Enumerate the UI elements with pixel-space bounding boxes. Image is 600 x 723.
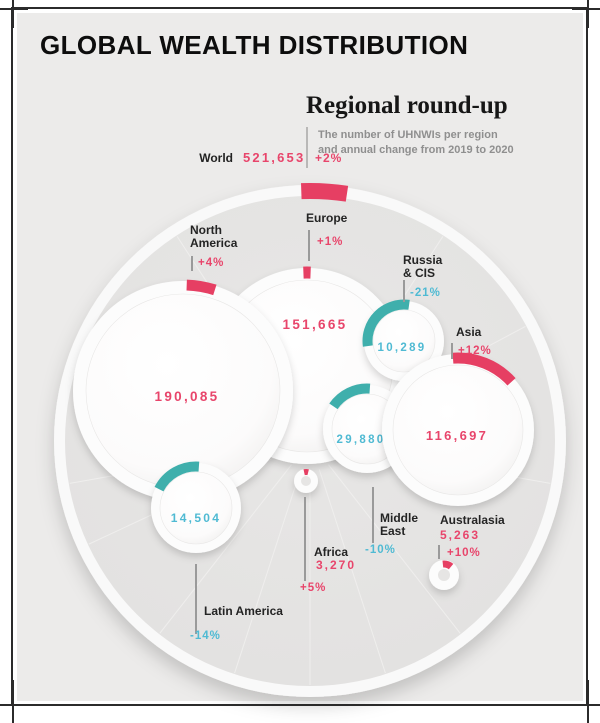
page-title: GLOBAL WEALTH DISTRIBUTION bbox=[40, 30, 469, 60]
region-change-russia-cis: -21% bbox=[410, 287, 441, 299]
leader-line-north-america bbox=[191, 256, 193, 271]
bubble-north-america: 190,085 bbox=[73, 279, 293, 501]
bubble-asia: 116,697 bbox=[382, 352, 534, 506]
region-label-middle-east: Middle East bbox=[380, 512, 418, 538]
leader-line-middle-east bbox=[372, 487, 374, 543]
chart-subtitle-line1: The number of UHNWIs per region bbox=[318, 129, 498, 141]
leader-line-asia bbox=[451, 343, 453, 359]
region-label-line: North bbox=[190, 223, 222, 237]
region-change-europe: +1% bbox=[317, 236, 344, 248]
region-label-line: America bbox=[190, 236, 238, 250]
world-change: +2% bbox=[315, 151, 343, 165]
region-change-north-america: +4% bbox=[198, 257, 225, 269]
region-label-russia-cis: Russia & CIS bbox=[403, 254, 442, 280]
world-spoke-line bbox=[159, 464, 292, 634]
bubble-africa bbox=[294, 469, 318, 493]
region-change-australasia: +10% bbox=[447, 547, 481, 559]
region-label-line: & CIS bbox=[403, 266, 436, 280]
change-arc-middle-east bbox=[329, 383, 371, 410]
crop-mark bbox=[0, 7, 28, 10]
region-change-asia: +12% bbox=[458, 345, 492, 357]
bubble-value-asia: 116,697 bbox=[426, 428, 488, 443]
change-arc-north-america bbox=[186, 279, 217, 296]
crop-mark bbox=[0, 704, 28, 706]
bubble-hole bbox=[301, 476, 311, 486]
region-label-line: Latin America bbox=[204, 604, 283, 618]
crop-mark bbox=[586, 0, 589, 28]
region-label-line: Russia bbox=[403, 253, 443, 267]
crop-mark bbox=[11, 680, 14, 723]
bubble-value-europe: 151,665 bbox=[283, 317, 348, 332]
crop-mark bbox=[572, 7, 600, 10]
region-label-line: East bbox=[380, 524, 406, 538]
world-spoke-line bbox=[234, 469, 302, 674]
change-arc-asia bbox=[452, 352, 516, 386]
leader-line-africa bbox=[304, 497, 306, 581]
world-spoke-line bbox=[328, 464, 461, 634]
change-arc-world bbox=[301, 183, 349, 202]
chart-subtitle: The number of UHNWIs per region and annu… bbox=[318, 128, 514, 157]
region-label-line: Australasia bbox=[440, 513, 505, 527]
region-value-africa: 3,270 bbox=[316, 558, 357, 572]
page-frame bbox=[11, 7, 588, 706]
region-label-asia: Asia bbox=[456, 326, 481, 339]
region-label-line: Asia bbox=[456, 325, 482, 339]
crop-mark bbox=[572, 704, 600, 706]
region-label-europe: Europe bbox=[306, 212, 347, 225]
region-label-australasia: Australasia bbox=[440, 514, 505, 527]
change-arc-latin-america bbox=[154, 461, 200, 492]
region-value-australasia: 5,263 bbox=[440, 528, 481, 542]
region-label-africa: Africa bbox=[314, 546, 348, 559]
region-change-latin-america: -14% bbox=[190, 630, 221, 642]
region-change-africa: +5% bbox=[300, 582, 327, 594]
bubble-australasia bbox=[429, 560, 459, 590]
world-label: World bbox=[199, 151, 233, 165]
leader-line-latin-america bbox=[195, 564, 197, 634]
bubble-inner bbox=[392, 364, 524, 496]
bubble-value-middle-east: 29,880 bbox=[337, 434, 386, 446]
leader-line-russia-cis bbox=[403, 280, 405, 302]
bubble-value-latin-america: 14,504 bbox=[171, 511, 222, 525]
bubble-hole bbox=[438, 569, 450, 581]
change-arc-russia-cis bbox=[362, 299, 410, 347]
bubble-inner bbox=[372, 309, 436, 373]
region-label-line: Europe bbox=[306, 211, 348, 225]
bubble-value-north-america: 190,085 bbox=[155, 389, 220, 404]
world-value: 521,653 bbox=[243, 150, 306, 165]
heading-divider-line bbox=[306, 127, 308, 168]
change-arc-australasia bbox=[442, 560, 454, 570]
region-label-line: Middle bbox=[380, 511, 418, 525]
bubble-inner bbox=[159, 471, 233, 545]
region-label-latin-america: Latin America bbox=[204, 605, 283, 618]
region-change-middle-east: -10% bbox=[365, 544, 396, 556]
chart-subtitle-line2: and annual change from 2019 to 2020 bbox=[318, 143, 514, 156]
world-spoke-line bbox=[318, 469, 386, 674]
crop-mark bbox=[11, 0, 14, 28]
leader-line-australasia bbox=[438, 545, 440, 559]
bubble-value-russia-cis: 10,289 bbox=[378, 342, 427, 354]
region-label-north-america: North America bbox=[190, 224, 237, 250]
chart-heading: Regional round-up bbox=[306, 92, 508, 119]
region-label-line: Africa bbox=[314, 545, 349, 559]
crop-mark bbox=[586, 680, 589, 723]
leader-line-europe bbox=[308, 230, 310, 261]
bubble-russia-cis: 10,289 bbox=[362, 299, 444, 381]
bubble-latin-america: 14,504 bbox=[151, 461, 241, 553]
